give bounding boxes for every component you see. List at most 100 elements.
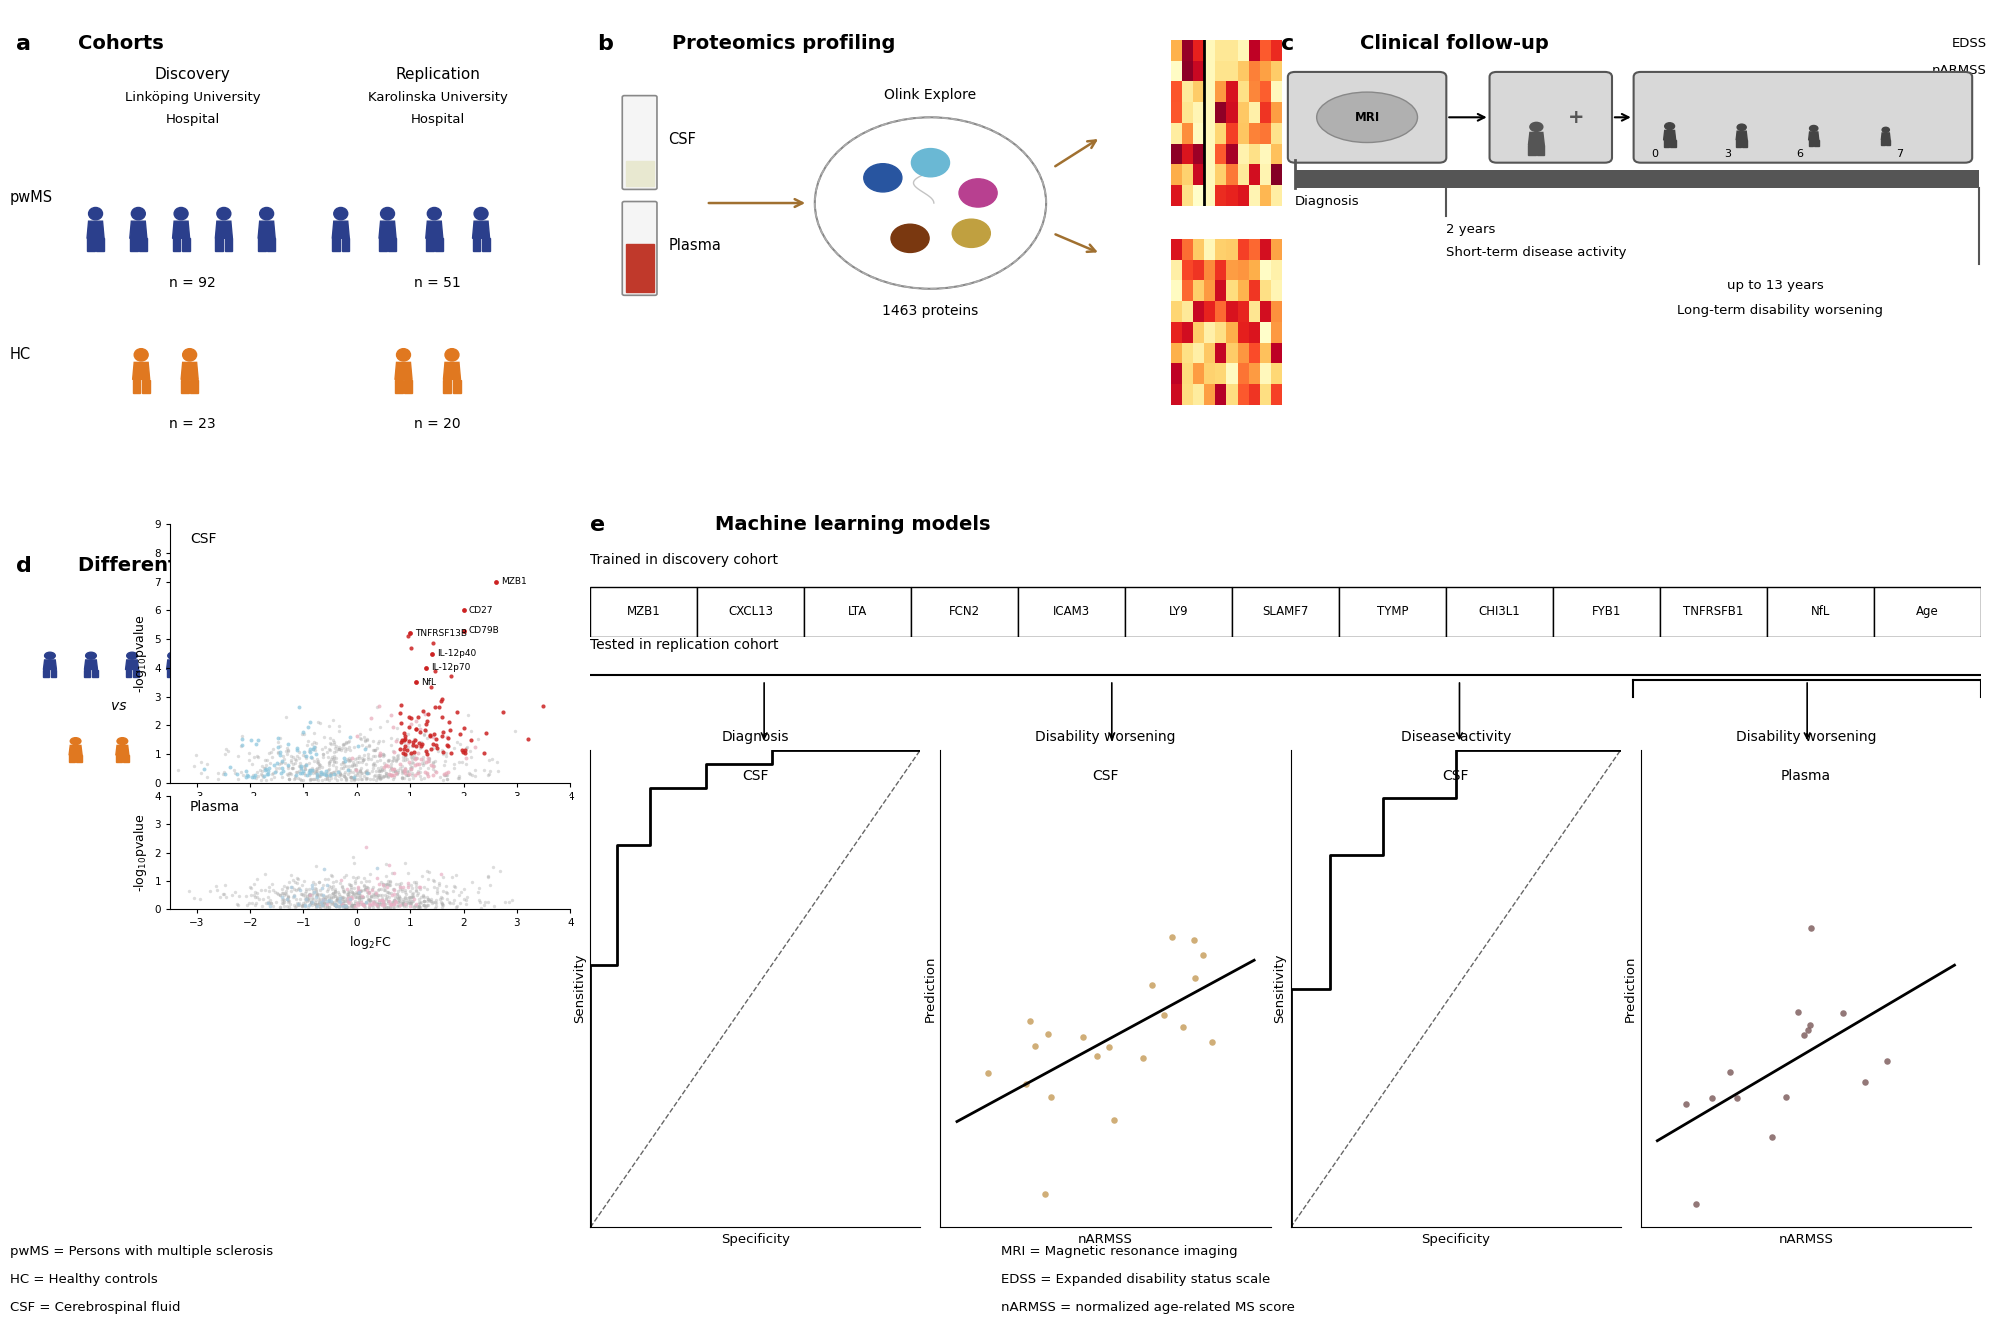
Point <box>404 886 436 908</box>
Point <box>362 764 394 786</box>
Point <box>318 881 350 902</box>
Point <box>332 889 364 910</box>
Point <box>308 763 340 784</box>
Point <box>390 743 422 764</box>
Point <box>220 894 252 916</box>
Point <box>276 864 308 885</box>
Point <box>396 748 428 770</box>
Point <box>350 763 382 784</box>
Point <box>330 897 362 918</box>
Point <box>276 764 308 786</box>
Point <box>394 893 426 914</box>
Point <box>266 893 298 914</box>
Point <box>372 855 404 876</box>
Circle shape <box>116 738 128 744</box>
Point <box>336 767 368 788</box>
Point <box>258 755 290 776</box>
Point <box>340 726 372 747</box>
Point <box>334 750 366 771</box>
Point <box>274 751 306 772</box>
Point <box>322 896 354 917</box>
Point <box>262 727 294 748</box>
Polygon shape <box>76 755 82 763</box>
Point <box>408 884 440 905</box>
Point <box>362 746 394 767</box>
Text: vs: vs <box>110 699 126 714</box>
Point <box>396 735 428 756</box>
Point <box>350 763 382 784</box>
Circle shape <box>88 207 102 220</box>
Point <box>230 894 262 916</box>
Point <box>430 882 462 904</box>
Point <box>462 729 494 750</box>
Point <box>296 871 328 892</box>
Point <box>242 886 274 908</box>
Point <box>308 768 340 790</box>
Point <box>364 764 396 786</box>
Y-axis label: -log$_{10}$pvalue: -log$_{10}$pvalue <box>132 614 148 693</box>
Point <box>328 763 360 784</box>
Point <box>368 764 400 786</box>
Point <box>372 892 404 913</box>
Point <box>324 892 356 913</box>
Point <box>380 873 412 894</box>
Bar <box>910 587 1019 637</box>
Point <box>382 889 414 910</box>
Point <box>300 763 332 784</box>
Point <box>292 730 324 751</box>
Point <box>370 889 402 910</box>
Point <box>424 889 456 910</box>
Point <box>208 762 240 783</box>
Point <box>380 886 412 908</box>
Point <box>374 897 406 918</box>
Point <box>334 739 366 760</box>
Point <box>474 750 506 771</box>
Point <box>412 894 444 916</box>
Point <box>374 764 406 786</box>
Point <box>304 764 336 786</box>
Circle shape <box>86 652 96 660</box>
Point <box>392 763 424 784</box>
Point <box>400 747 432 768</box>
Point <box>358 739 390 760</box>
Point <box>398 730 430 751</box>
Point <box>416 869 448 890</box>
Point <box>390 748 422 770</box>
Point <box>1019 1035 1051 1056</box>
Point <box>382 760 414 782</box>
Point <box>390 893 422 914</box>
Point <box>286 893 318 914</box>
Point <box>338 871 370 892</box>
Point <box>420 881 452 902</box>
Point <box>382 894 414 916</box>
Point <box>464 897 496 918</box>
Point <box>290 746 322 767</box>
Point <box>430 746 462 767</box>
Point <box>394 889 426 910</box>
Point <box>290 764 322 786</box>
Point <box>306 894 338 916</box>
Point <box>330 896 362 917</box>
Point <box>406 754 438 775</box>
Point <box>298 739 330 760</box>
Point <box>236 893 268 914</box>
Point <box>290 888 322 909</box>
Point <box>320 886 352 908</box>
Point <box>362 767 394 788</box>
Point <box>272 756 304 778</box>
Point <box>342 877 374 898</box>
Point <box>374 897 406 918</box>
Point <box>440 896 472 917</box>
Point <box>394 758 426 779</box>
Point <box>264 897 296 918</box>
Point <box>338 890 370 912</box>
Point <box>360 882 392 904</box>
Point <box>226 726 258 747</box>
Point <box>296 760 328 782</box>
Point <box>396 746 428 767</box>
Point <box>362 767 394 788</box>
Point <box>412 751 444 772</box>
Point <box>330 894 362 916</box>
X-axis label: nARMSS: nARMSS <box>1779 1233 1833 1246</box>
Point <box>378 890 410 912</box>
